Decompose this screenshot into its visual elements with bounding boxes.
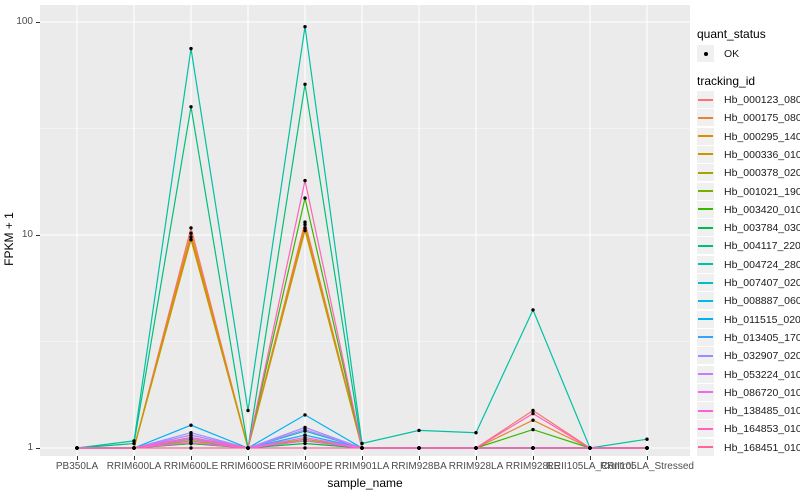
y-tick-mark [36,235,40,236]
legend-entry-label: Hb_000123_080 [724,94,800,106]
legend-swatch [697,127,714,145]
legend-entry-label: Hb_000175_080 [724,112,800,125]
legend: quant_status OK tracking_id Hb_000123_08… [697,0,800,500]
legend-swatch [697,420,714,438]
x-tick-label: RRIM928BA [391,461,447,472]
series-color-line [698,299,713,302]
legend-quant-status-title: quant_status [697,27,766,41]
series-color-line [698,135,713,138]
x-tick-label: RRII105LA_Stressed [600,461,694,472]
y-tick-label: 10 [21,229,33,240]
y-tick-label: 1 [27,442,33,453]
legend-swatch [697,200,714,218]
legend-tracking-id-title: tracking_id [697,74,756,88]
y-tick-label: 100 [16,16,33,27]
plot-panel [40,5,690,456]
legend-entry-label: Hb_086720_010 [724,386,800,399]
series-color-line [698,391,713,394]
series-color-line [698,190,713,192]
legend-swatch [697,402,714,420]
series-color-line [698,336,713,339]
series-color-line [698,116,713,119]
legend-entry-label: Hb_007407_020 [724,277,800,289]
x-tick-label: RRIM928LA [448,461,504,472]
x-tick-label: RRII105LA_Control [546,461,634,472]
legend-swatch [697,310,714,328]
y-tick-mark [36,448,40,449]
y-tick-mark [36,22,40,23]
legend-swatch [697,237,714,255]
legend-entry-label: Hb_000336_010 [724,148,800,161]
legend-swatch [697,328,714,346]
series-color-line [698,427,713,430]
legend-entry-label: Hb_011515_020 [724,313,800,326]
x-tick-label: PB350LA [55,461,99,472]
legend-entry-label: Hb_001021_190 [724,185,800,198]
x-tick-mark [77,456,78,460]
legend-entry-label: Hb_003784_030 [724,222,800,235]
x-tick-mark [590,456,591,460]
ok-point-key [697,45,714,62]
x-tick-label: RRIM600SE [220,461,276,472]
x-tick-mark [419,456,420,460]
series-color-line [698,98,713,101]
x-tick-label: RRIM600LE [163,461,219,472]
series-color-line [698,153,713,156]
x-tick-label: RRIM600PE [277,461,333,472]
legend-entry-label: Hb_032907_020 [724,350,800,363]
x-tick-mark [533,456,534,460]
x-tick-mark [248,456,249,460]
legend-swatch [697,109,714,127]
legend-swatch [697,164,714,182]
series-color-line [698,446,713,449]
legend-entry-label: Hb_053224_010 [724,368,800,381]
series-color-line [698,354,713,357]
legend-swatch [697,383,714,401]
legend-swatch [697,91,714,108]
point-icon [703,51,708,56]
series-color-line [698,318,713,321]
series-color-line [698,244,713,247]
legend-entry-label: Hb_000378_020 [724,167,800,180]
legend-entry-label: Hb_003420_010 [724,203,800,216]
x-tick-mark [476,456,477,460]
x-tick-mark [647,456,648,460]
x-tick-label: RRIM600LA [106,461,162,472]
x-tick-mark [362,456,363,460]
legend-entry-label: Hb_008887_060 [724,295,800,308]
legend-swatch [697,292,714,310]
plot-svg [40,5,690,456]
legend-entry-label: Hb_168451_010 [724,441,800,454]
x-axis-title: sample_name [327,476,403,490]
legend-swatch [697,438,714,456]
legend-entry-label: Hb_004724_280 [724,258,800,271]
legend-entry-label: Hb_004117_220 [724,240,800,253]
legend-swatch [697,182,714,200]
legend-entry-label: Hb_000295_140 [724,130,800,143]
legend-swatch [697,219,714,237]
legend-entry-label: Hb_164853_010 [724,423,800,436]
legend-swatch [697,365,714,383]
series-color-line [698,208,713,211]
series-color-line [698,409,713,412]
legend-swatch [697,145,714,163]
series-color-line [698,373,713,375]
legend-swatch [697,347,714,365]
x-tick-mark [305,456,306,460]
series-color-line [698,171,713,174]
legend-entry-label: Hb_013405_170 [724,331,800,344]
series-color-line [698,263,713,266]
legend-swatch [697,274,714,291]
series-color-line [698,226,713,229]
legend-ok-label: OK [724,48,740,60]
x-tick-mark [134,456,135,460]
series-color-line [698,281,713,284]
x-tick-mark [191,456,192,460]
legend-swatch [697,255,714,273]
x-tick-label: RRIM901LA [334,461,390,472]
x-tick-label: RRIM928LE [505,461,561,472]
legend-entry-label: Hb_138485_010 [724,405,800,418]
